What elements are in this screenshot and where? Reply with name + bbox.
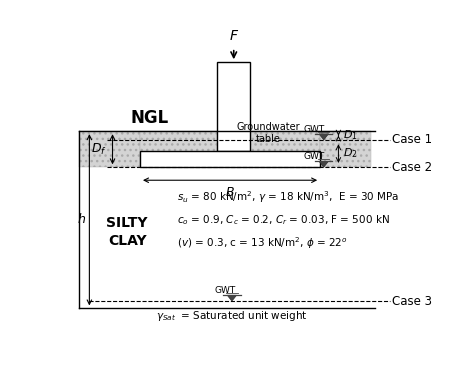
Text: GWT: GWT bbox=[303, 152, 325, 161]
Text: $s_u$ = 80 kN/m$^2$, $\gamma$ = 18 kN/m$^3$,  E = 30 MPa: $s_u$ = 80 kN/m$^2$, $\gamma$ = 18 kN/m$… bbox=[177, 190, 399, 205]
Text: Groundwater
table: Groundwater table bbox=[237, 122, 301, 144]
Text: $\gamma_{Sat}$  = Saturated unit weight: $\gamma_{Sat}$ = Saturated unit weight bbox=[156, 309, 308, 323]
Polygon shape bbox=[227, 295, 237, 301]
Bar bbox=[140, 151, 320, 167]
Bar bbox=[250, 131, 320, 167]
Text: GWT: GWT bbox=[215, 286, 236, 295]
Text: B: B bbox=[226, 186, 234, 199]
Bar bbox=[320, 131, 372, 167]
Text: SILTY
CLAY: SILTY CLAY bbox=[107, 216, 148, 248]
Text: F: F bbox=[230, 30, 238, 43]
Text: $c_o$ = 0.9, $C_c$ = 0.2, $C_r$ = 0.03, F = 500 kN: $c_o$ = 0.9, $C_c$ = 0.2, $C_r$ = 0.03, … bbox=[177, 214, 390, 227]
Text: Case 2: Case 2 bbox=[392, 161, 432, 174]
Bar bbox=[217, 62, 250, 151]
Text: NGL: NGL bbox=[131, 109, 169, 127]
Text: Case 1: Case 1 bbox=[392, 134, 432, 146]
Polygon shape bbox=[319, 134, 328, 140]
Text: $D_1$: $D_1$ bbox=[343, 129, 358, 142]
Text: ($v$) = 0.3, c = 13 kN/m$^2$, $\phi$ = 22$^o$: ($v$) = 0.3, c = 13 kN/m$^2$, $\phi$ = 2… bbox=[177, 236, 347, 251]
Bar bbox=[140, 131, 217, 167]
Text: h: h bbox=[77, 213, 85, 226]
Bar bbox=[80, 131, 140, 167]
Text: $D_2$: $D_2$ bbox=[343, 147, 357, 160]
Polygon shape bbox=[319, 161, 328, 167]
Text: Case 3: Case 3 bbox=[392, 295, 432, 308]
Text: $D_f$: $D_f$ bbox=[91, 142, 107, 157]
Text: GWT: GWT bbox=[303, 125, 325, 134]
